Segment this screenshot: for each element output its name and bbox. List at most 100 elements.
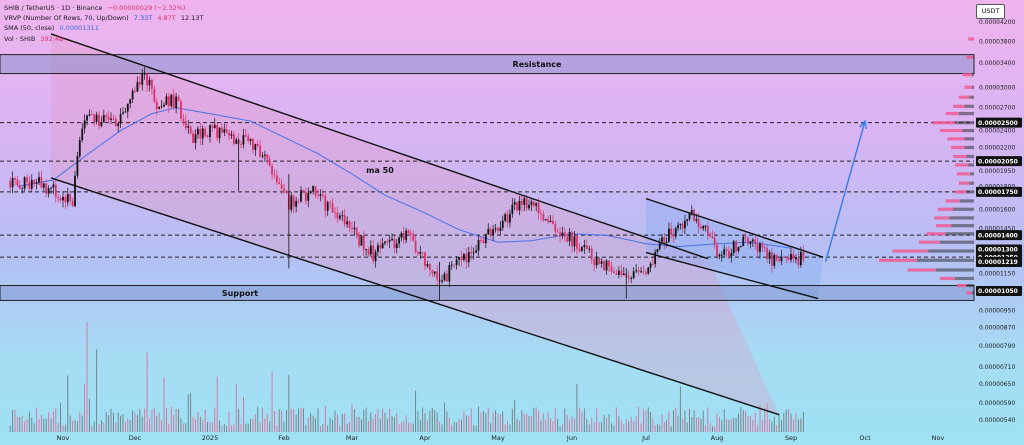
- volume-bar: [93, 421, 95, 432]
- price-label-box[interactable]: [976, 117, 1022, 128]
- price-label-box[interactable]: [976, 156, 1022, 167]
- volume-bar: [730, 419, 732, 432]
- legend-symbol-row[interactable]: SHIB / TetherUS · 1D · Binance −0.000000…: [4, 3, 203, 13]
- volume-bar: [677, 415, 679, 432]
- candle-body: [720, 254, 723, 256]
- volume-bar: [478, 406, 479, 432]
- volume-bar: [598, 422, 600, 432]
- candle-body: [443, 273, 446, 281]
- volume-bar: [207, 421, 209, 432]
- price-label-box[interactable]: [976, 257, 1022, 268]
- candle-body: [275, 175, 278, 183]
- candle-body: [446, 273, 448, 282]
- price-axis[interactable]: 0.00004200 0.00003800 0.00003400 0.00003000…: [976, 19, 1022, 424]
- candle-body: [76, 156, 79, 176]
- volume-bar: [28, 411, 30, 432]
- candle-body: [742, 236, 745, 247]
- channel-recent-lower-line[interactable]: [645, 251, 819, 300]
- candle-body: [409, 232, 412, 235]
- price-label-box[interactable]: [976, 285, 1022, 296]
- candle-body: [540, 213, 542, 215]
- volume-bar: [62, 425, 64, 432]
- candle-body: [21, 188, 24, 190]
- candle-body: [513, 202, 516, 205]
- volume-bar: [117, 412, 119, 432]
- legend-vrvp-row[interactable]: VRVP (Number Of Rows, 70, Up/Down) 7.33T…: [4, 13, 203, 23]
- volume-bar: [640, 423, 642, 432]
- volume-bar: [757, 425, 759, 432]
- candle-body: [516, 202, 518, 211]
- volume-bar: [9, 425, 11, 432]
- volume-bar: [156, 416, 158, 432]
- volume-bar: [252, 418, 254, 432]
- projection-arrow-line[interactable]: [824, 120, 866, 263]
- volume-bar: [24, 421, 26, 432]
- candle-body: [372, 245, 375, 262]
- price-label-box[interactable]: [976, 186, 1022, 197]
- candle-body: [256, 144, 259, 146]
- volume-bar: [310, 413, 312, 432]
- volume-bar: [569, 419, 571, 432]
- volume-bar: [192, 416, 194, 432]
- candle-body: [585, 245, 588, 249]
- candle-body: [90, 114, 93, 116]
- currency-button[interactable]: USDT: [976, 4, 1005, 19]
- volume-bar: [415, 390, 417, 432]
- candle-body: [766, 248, 769, 259]
- candle-body: [463, 253, 465, 260]
- price-label-text: 0.00002050: [978, 158, 1018, 165]
- price-label-box[interactable]: [976, 244, 1022, 255]
- volume-bar: [650, 411, 652, 432]
- candle-body: [143, 73, 146, 75]
- volume-bar: [514, 399, 516, 432]
- volume-bar: [79, 412, 81, 432]
- volume-bar: [424, 413, 426, 432]
- volume-bar: [195, 418, 196, 432]
- volume-bar: [781, 420, 782, 432]
- candle-body: [264, 154, 266, 156]
- legend-sma-row[interactable]: SMA (50, close) 0.00001311: [4, 23, 203, 33]
- volume-bar: [426, 420, 428, 432]
- candle-body: [216, 124, 219, 139]
- channel-recent-upper-line[interactable]: [645, 197, 824, 258]
- volume-bar: [146, 352, 148, 432]
- channel-main-upper-line[interactable]: [50, 33, 709, 260]
- candle-body: [346, 221, 349, 225]
- volume-bar: [363, 409, 365, 432]
- price-label-box[interactable]: [976, 230, 1022, 241]
- candle-body: [730, 253, 733, 257]
- candle-body: [100, 122, 103, 126]
- candle-body: [559, 232, 561, 237]
- candle-body: [211, 125, 214, 128]
- candle-body: [268, 159, 271, 166]
- volume-bar: [745, 411, 747, 432]
- channel-main-lower-line[interactable]: [50, 177, 780, 416]
- volume-bar: [625, 419, 627, 432]
- volume-bar: [593, 422, 595, 432]
- candle-body: [324, 195, 327, 211]
- volume-bar: [487, 407, 489, 432]
- volume-bar: [307, 417, 309, 432]
- candle-body: [232, 134, 235, 144]
- volume-bar: [199, 416, 201, 432]
- volume-bar: [45, 418, 47, 432]
- vrvp-row-up: [972, 85, 974, 89]
- legend-vol-row[interactable]: Vol · SHIB 392.4B: [4, 34, 203, 44]
- volume-bar: [490, 423, 492, 432]
- volume-bar: [564, 408, 566, 432]
- volume-bar: [197, 412, 199, 432]
- vrvp-row-down: [934, 216, 950, 220]
- vrvp-row-up: [964, 137, 974, 141]
- volume-bar: [601, 421, 603, 432]
- volume-bar: [21, 416, 23, 432]
- candle-body: [480, 240, 482, 241]
- time-axis[interactable]: Nov Dec 2025 Feb Mar Apr May Jun Jul Aug Sep Oct Nov: [57, 434, 945, 442]
- candle-body: [458, 257, 460, 260]
- candle-body: [107, 116, 110, 120]
- volume-bar: [370, 412, 372, 432]
- volume-bar: [702, 410, 704, 432]
- candle-body: [302, 190, 305, 192]
- candle-body: [369, 245, 372, 255]
